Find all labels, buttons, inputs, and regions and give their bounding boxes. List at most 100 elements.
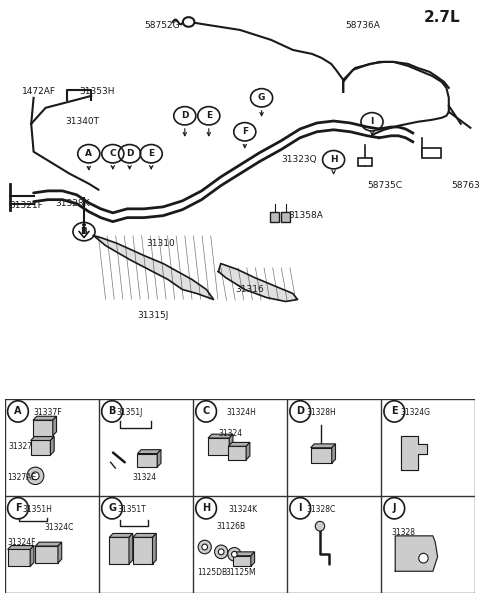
Polygon shape [395, 536, 438, 571]
Text: 31324K: 31324K [228, 505, 257, 514]
Text: B: B [81, 227, 87, 236]
Polygon shape [30, 545, 34, 566]
Text: 31351J: 31351J [117, 408, 143, 417]
Polygon shape [36, 546, 58, 563]
Circle shape [218, 549, 224, 555]
Text: 31327: 31327 [9, 442, 33, 451]
Text: F: F [242, 128, 248, 136]
Text: 58735C: 58735C [367, 181, 402, 190]
Circle shape [315, 522, 324, 531]
Text: 31324H: 31324H [227, 408, 257, 417]
Polygon shape [208, 434, 233, 438]
Circle shape [231, 551, 237, 557]
Text: 31315J: 31315J [137, 311, 168, 320]
Circle shape [183, 17, 194, 27]
Polygon shape [311, 444, 336, 448]
Polygon shape [137, 449, 161, 454]
Text: H: H [330, 155, 337, 164]
Text: G: G [108, 503, 116, 513]
Text: 31328: 31328 [392, 528, 416, 537]
Polygon shape [33, 416, 57, 420]
Polygon shape [228, 442, 250, 446]
Text: C: C [203, 406, 210, 417]
Polygon shape [53, 416, 57, 436]
Polygon shape [33, 420, 53, 436]
Text: J: J [393, 503, 396, 513]
Polygon shape [133, 538, 153, 564]
Text: 1125DB: 1125DB [197, 568, 227, 577]
Polygon shape [157, 449, 161, 467]
Polygon shape [332, 444, 336, 463]
Circle shape [419, 553, 428, 563]
Polygon shape [233, 555, 251, 566]
Text: D: D [181, 111, 189, 120]
Polygon shape [31, 440, 50, 455]
Polygon shape [8, 550, 30, 566]
Text: A: A [14, 406, 22, 417]
Polygon shape [401, 436, 427, 470]
Polygon shape [129, 533, 133, 564]
Text: E: E [148, 149, 154, 159]
Text: 31324F: 31324F [7, 538, 36, 547]
Circle shape [228, 548, 241, 561]
Text: C: C [109, 149, 116, 159]
Polygon shape [31, 437, 54, 440]
Text: 31321F: 31321F [10, 201, 43, 210]
Polygon shape [229, 434, 233, 455]
Text: 1327AE: 1327AE [7, 473, 36, 482]
Text: 31316: 31316 [235, 285, 264, 294]
Text: H: H [202, 503, 210, 513]
Circle shape [27, 467, 44, 485]
Polygon shape [153, 533, 156, 564]
Circle shape [32, 472, 39, 480]
Polygon shape [50, 437, 54, 455]
Text: 1472AF: 1472AF [22, 88, 56, 97]
Text: 31328H: 31328H [307, 408, 336, 417]
Text: 31351H: 31351H [23, 505, 52, 514]
FancyBboxPatch shape [270, 212, 279, 222]
Text: 31324: 31324 [133, 473, 157, 482]
Text: 31310: 31310 [146, 239, 175, 248]
Text: 58736A: 58736A [346, 21, 381, 30]
Polygon shape [233, 552, 254, 555]
Text: A: A [85, 149, 92, 159]
Text: G: G [258, 94, 265, 103]
Polygon shape [109, 538, 129, 564]
Text: 31323Q: 31323Q [281, 155, 317, 164]
Text: 58763B: 58763B [451, 181, 480, 190]
Polygon shape [251, 552, 254, 566]
Bar [422, 148, 441, 158]
Polygon shape [36, 542, 62, 546]
Polygon shape [8, 545, 34, 550]
Text: 31328C: 31328C [307, 505, 336, 514]
Text: D: D [296, 406, 304, 417]
Text: E: E [391, 406, 397, 417]
Polygon shape [311, 448, 332, 463]
Text: 31324: 31324 [219, 429, 243, 437]
Text: 31337F: 31337F [33, 408, 61, 417]
Text: 31126B: 31126B [216, 522, 246, 530]
Polygon shape [137, 454, 157, 467]
Text: 31353H: 31353H [79, 88, 115, 97]
Text: I: I [299, 503, 302, 513]
Text: 31125M: 31125M [225, 568, 255, 577]
Polygon shape [133, 533, 156, 538]
Polygon shape [208, 438, 229, 455]
Bar [358, 158, 372, 166]
Text: 31340T: 31340T [65, 117, 99, 126]
Text: 31358A: 31358A [288, 211, 323, 220]
Text: I: I [370, 117, 374, 126]
Text: D: D [126, 149, 133, 159]
Text: B: B [108, 406, 116, 417]
Circle shape [215, 545, 228, 558]
Text: E: E [206, 111, 212, 120]
Text: F: F [15, 503, 21, 513]
Polygon shape [94, 235, 214, 299]
Polygon shape [218, 263, 298, 302]
Polygon shape [246, 442, 250, 460]
Polygon shape [109, 533, 133, 538]
Circle shape [202, 544, 207, 550]
Polygon shape [58, 542, 62, 563]
Text: 31328K: 31328K [55, 199, 90, 208]
Text: 2.7L: 2.7L [424, 10, 461, 25]
